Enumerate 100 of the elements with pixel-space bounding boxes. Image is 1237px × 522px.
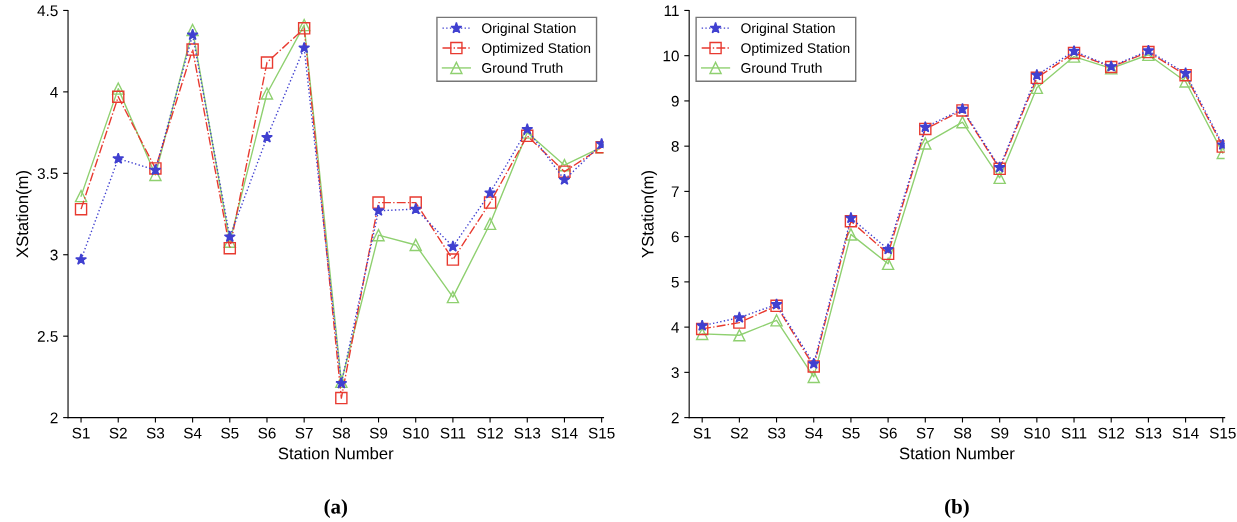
point — [372, 204, 385, 216]
y-tick-label: 3.5 — [37, 168, 58, 179]
point — [881, 247, 895, 261]
x-tick-label: S4 — [183, 427, 202, 439]
point — [881, 257, 895, 271]
point — [260, 87, 274, 100]
y-tick-label: 3 — [50, 249, 58, 261]
y-tick-label: 4 — [671, 322, 679, 333]
text: (a) — [324, 499, 347, 518]
point — [484, 186, 497, 199]
point — [696, 319, 709, 331]
x-tick-label: S11 — [1061, 427, 1087, 439]
x-tick-label: S10 — [402, 427, 429, 439]
y-tick-label: 9 — [671, 95, 679, 107]
point — [844, 215, 858, 228]
point — [733, 329, 746, 342]
y-tick-label: 8 — [671, 141, 679, 152]
x-tick-label: S3 — [146, 427, 165, 439]
y-tick-label: 2.5 — [37, 331, 58, 342]
x-axis-title: Station Number — [899, 447, 1015, 460]
point — [186, 23, 199, 37]
x-tick-label: S5 — [842, 427, 860, 439]
point — [844, 211, 857, 224]
point — [74, 189, 88, 203]
y-tick-label: 4.5 — [37, 5, 58, 17]
x-tick-label: S6 — [879, 427, 897, 439]
x-tick-label: S9 — [991, 427, 1009, 439]
x-tick-label: S7 — [295, 427, 313, 439]
y-axis-title: XStation(m) — [15, 171, 32, 258]
x-tick-label: S8 — [953, 427, 972, 439]
point — [770, 314, 783, 327]
x-tick-label: S14 — [551, 427, 578, 439]
y-tick-label: 6 — [671, 231, 679, 243]
point — [446, 290, 460, 304]
point — [75, 253, 88, 265]
point — [695, 322, 709, 336]
point — [807, 357, 820, 369]
point — [372, 196, 385, 209]
x-tick-label: S7 — [916, 427, 934, 439]
x-tick-label: S8 — [332, 427, 351, 439]
x-tick-label: S2 — [730, 427, 748, 439]
legend-label: Ground Truth — [482, 62, 563, 73]
x-tick-label: S12 — [477, 427, 503, 439]
point — [372, 228, 385, 242]
x-tick-label: S14 — [1172, 427, 1199, 439]
point — [409, 238, 422, 252]
y-tick-label: 2 — [671, 412, 679, 424]
point — [882, 243, 895, 255]
point — [733, 311, 746, 323]
y-tick-label: 3 — [671, 367, 679, 379]
text: (b) — [945, 499, 969, 518]
y-tick-label: 7 — [671, 186, 679, 197]
y-tick-label: 11 — [664, 5, 679, 16]
point — [111, 82, 125, 95]
point — [1179, 75, 1192, 88]
point — [446, 253, 460, 266]
x-tick-label: S15 — [1209, 427, 1236, 439]
legend-label: Optimized Station — [741, 42, 850, 56]
x-tick-label: S15 — [588, 427, 615, 439]
x-tick-label: S13 — [1135, 427, 1162, 439]
y-tick-label: 5 — [671, 276, 679, 288]
point — [558, 173, 571, 186]
point — [409, 202, 422, 215]
legend-label: Original Station — [482, 22, 576, 36]
point — [1030, 71, 1044, 85]
point — [112, 152, 125, 164]
point — [1030, 68, 1043, 81]
point — [733, 316, 746, 329]
point — [483, 217, 497, 231]
point — [521, 129, 534, 143]
point — [111, 90, 125, 104]
x-tick-label: S1 — [72, 427, 90, 439]
point — [695, 327, 709, 341]
point — [807, 370, 820, 384]
point — [558, 158, 571, 172]
point — [223, 230, 236, 243]
point — [74, 202, 88, 216]
point — [298, 41, 311, 54]
legend-label: Optimized Station — [482, 42, 591, 56]
x-tick-label: S6 — [258, 427, 276, 439]
x-tick-label: S9 — [369, 427, 388, 439]
point — [297, 22, 311, 35]
point — [260, 56, 274, 69]
point — [558, 165, 571, 178]
x-axis-title: Station Number — [278, 447, 394, 460]
x-tick-label: S12 — [1098, 427, 1125, 439]
x-tick-label: S1 — [693, 427, 711, 439]
point — [409, 196, 422, 209]
x-tick-label: S13 — [514, 427, 541, 439]
point — [223, 241, 237, 255]
point — [956, 115, 969, 129]
point — [260, 131, 273, 143]
point — [919, 137, 932, 150]
point — [483, 196, 497, 209]
point — [1030, 81, 1044, 95]
x-tick-label: S11 — [440, 427, 466, 439]
point — [335, 391, 348, 405]
x-tick-label: S2 — [109, 427, 127, 439]
y-tick-label: 4 — [50, 86, 58, 98]
x-tick-label: S4 — [805, 427, 823, 439]
